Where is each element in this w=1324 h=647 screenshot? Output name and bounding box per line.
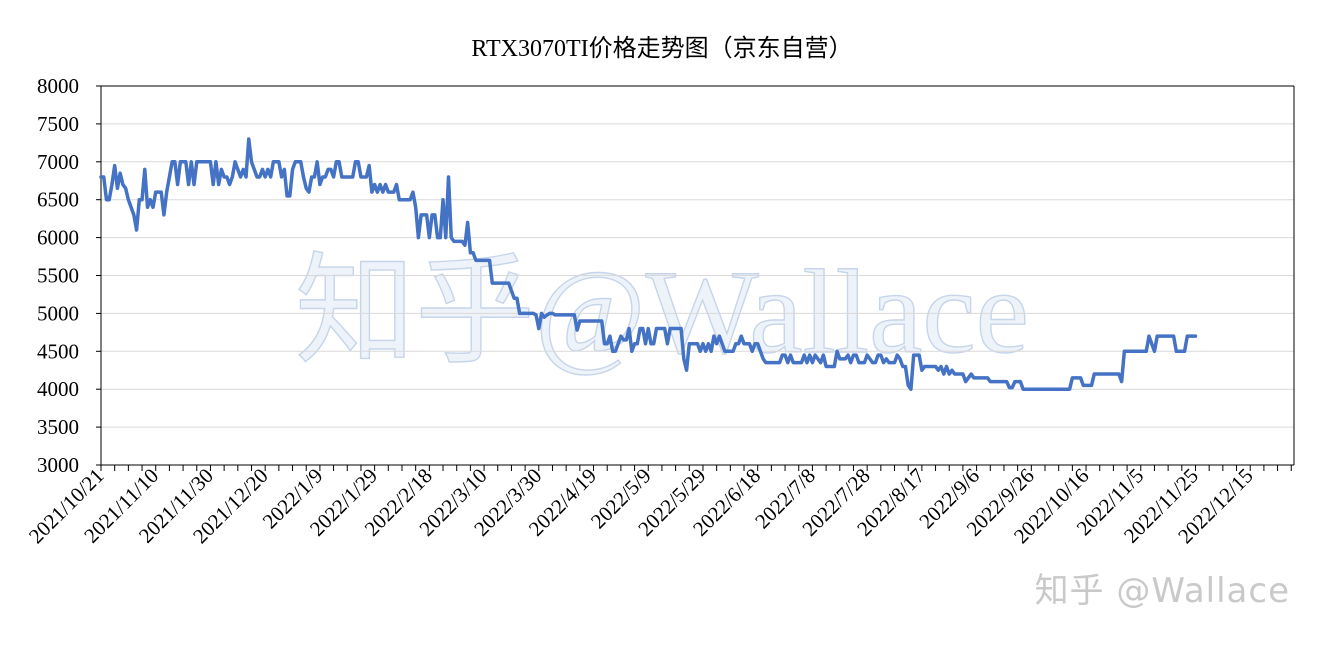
watermark: 知乎@Wallace	[295, 245, 1029, 378]
y-tick-label: 5500	[37, 264, 79, 288]
y-tick-label: 7000	[37, 150, 79, 174]
y-tick-label: 5000	[37, 301, 79, 325]
y-tick-label: 4500	[37, 339, 79, 363]
axes	[96, 85, 1295, 466]
y-tick-label: 8000	[37, 74, 79, 98]
y-tick-label: 6500	[37, 188, 79, 212]
y-axis-ticks: 3000 3500 4000 4500 5000 5500 6000 6500 7000 7500…	[37, 74, 79, 477]
y-tick-label: 3500	[37, 415, 79, 439]
y-tick-label: 4000	[37, 377, 79, 401]
y-tick-label: 6000	[37, 226, 79, 250]
y-tick-label: 7500	[37, 112, 79, 136]
chart-title: RTX3070TI价格走势图（京东自营）	[471, 36, 853, 62]
price-line	[99, 137, 1198, 391]
x-axis-ticks: 2021/10/212021/11/102021/11/302021/12/20…	[24, 464, 1292, 548]
corner-watermark: 知乎 @Wallace	[1034, 571, 1290, 611]
y-tick-label: 3000	[37, 453, 79, 477]
series-layer	[99, 137, 1198, 391]
